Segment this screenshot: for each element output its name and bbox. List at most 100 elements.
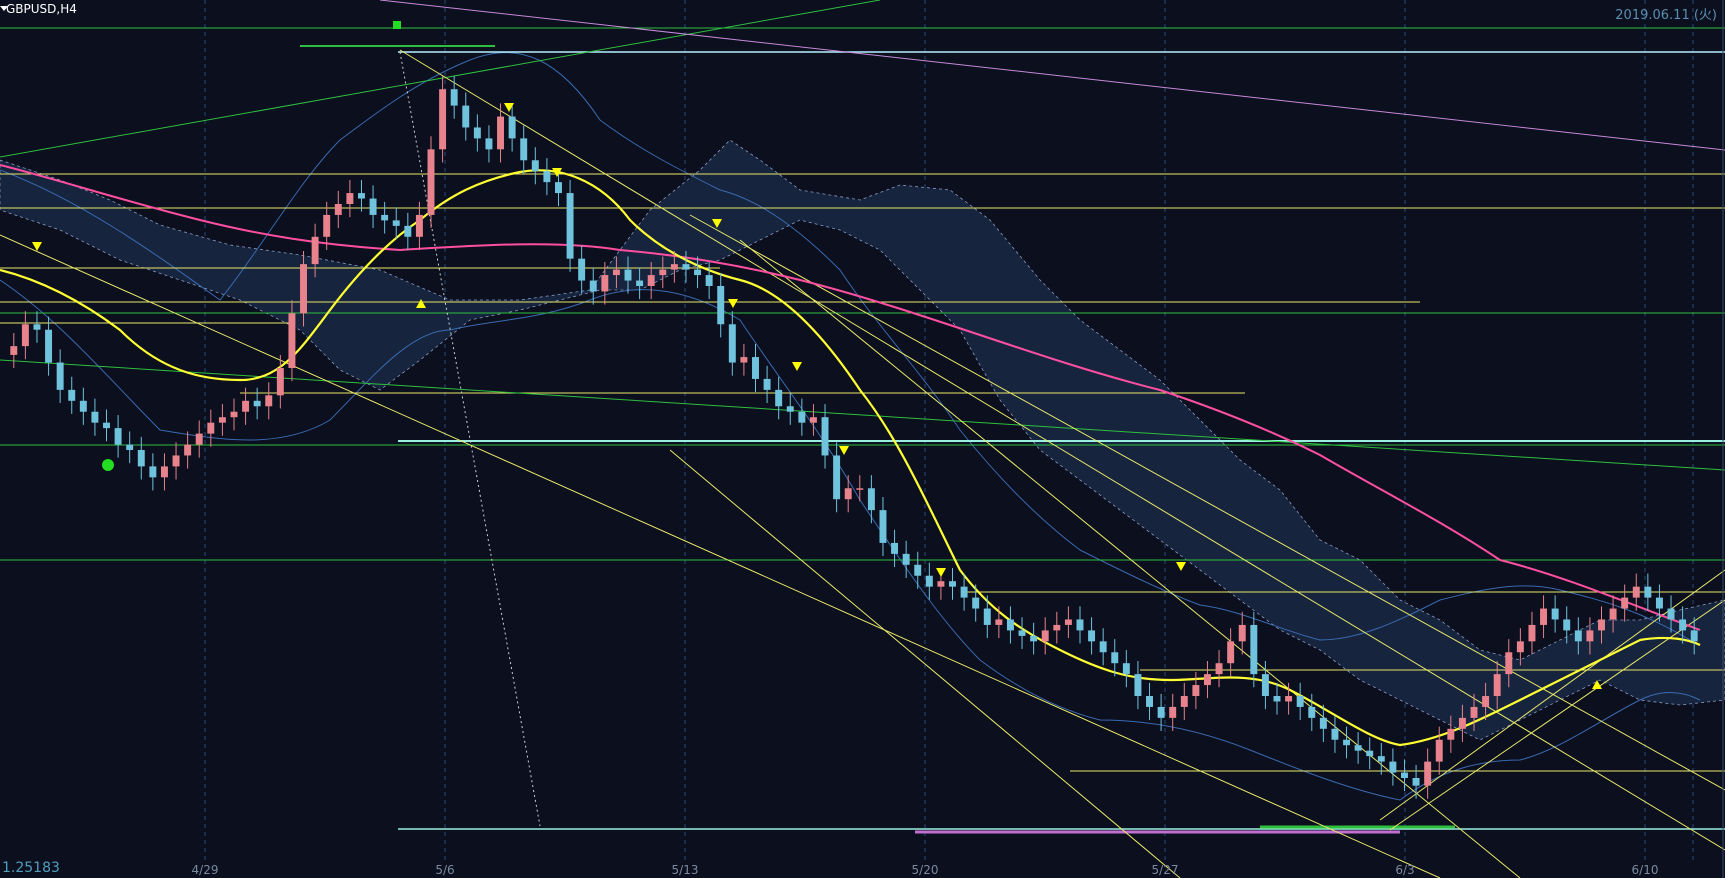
candle-up	[300, 264, 307, 314]
candle-up	[659, 269, 667, 276]
candle-down	[1667, 608, 1675, 620]
candle-down	[114, 428, 122, 445]
candle-up	[207, 422, 215, 434]
candle-up	[1053, 624, 1061, 631]
candle-up	[1505, 652, 1513, 675]
candle-down	[1319, 717, 1327, 729]
down-marker	[504, 103, 514, 112]
sma-long-line	[0, 164, 1701, 631]
candle-up	[323, 214, 331, 237]
candle-down	[149, 466, 157, 478]
symbol-label: GBPUSD,H4	[6, 2, 77, 16]
candle-up	[1238, 624, 1246, 642]
candle-up	[844, 488, 852, 500]
candle-up	[1447, 728, 1455, 740]
candle-up	[1540, 608, 1548, 625]
candle-down	[728, 324, 736, 363]
candle-down	[821, 417, 829, 456]
candle-up	[334, 204, 342, 215]
candle-up	[160, 466, 168, 478]
candle-down	[531, 160, 539, 172]
candle-up	[1470, 706, 1478, 718]
candle-down	[833, 455, 841, 500]
candle-up	[1516, 641, 1524, 653]
candle-down	[705, 275, 713, 286]
candle-up	[1285, 696, 1293, 702]
candle-down	[1030, 635, 1038, 642]
candle-down	[1377, 756, 1385, 762]
candle-down	[450, 89, 458, 106]
candle-down	[1296, 696, 1304, 707]
candle-up	[1482, 696, 1490, 707]
sma-short-line	[0, 169, 1701, 747]
candle-down	[1261, 674, 1269, 696]
candle-up	[1609, 608, 1617, 620]
candle-down	[1551, 608, 1559, 620]
candle-down	[1122, 663, 1130, 675]
candle-down	[1690, 630, 1698, 642]
candle-down	[1401, 772, 1408, 778]
candle-up	[1203, 674, 1211, 686]
candle-down	[578, 258, 586, 281]
candle-up	[346, 193, 354, 204]
dropdown-arrow-icon[interactable]	[0, 6, 8, 11]
candle-down	[636, 280, 644, 286]
candle-down	[786, 406, 794, 412]
candle-down	[404, 225, 412, 237]
candle-up	[1192, 685, 1200, 696]
candle-down	[1308, 706, 1316, 718]
candle-down	[589, 280, 597, 292]
candle-down	[1331, 728, 1339, 740]
candle-down	[1644, 586, 1652, 598]
down-marker	[1176, 562, 1186, 571]
candle-up	[1458, 717, 1466, 729]
candle-down	[1655, 597, 1663, 609]
x-tick-label: 5/27	[1151, 863, 1179, 877]
candle-down	[369, 198, 377, 215]
down-marker	[839, 446, 849, 455]
candle-down	[473, 127, 481, 139]
candle-down	[1679, 619, 1687, 631]
candle-down	[1563, 619, 1571, 631]
candle-up	[242, 400, 250, 412]
down-marker	[792, 362, 802, 371]
candle-up	[1598, 619, 1605, 631]
candle-down	[520, 138, 528, 161]
candle-down	[357, 193, 365, 199]
candle-up	[647, 275, 655, 286]
candle-down	[775, 389, 783, 407]
candle-down	[1157, 706, 1165, 718]
candle-down	[566, 193, 574, 259]
candle-up	[427, 149, 435, 215]
down-marker	[32, 242, 42, 251]
candle-down	[624, 269, 632, 281]
candle-down	[68, 389, 76, 401]
candle-up	[21, 324, 29, 347]
candle-down	[253, 400, 261, 407]
candle-up	[856, 488, 864, 490]
candle-down	[56, 362, 64, 390]
candle-up	[809, 417, 817, 423]
candle-down	[103, 422, 110, 429]
candle-down	[879, 510, 887, 543]
candle-down	[485, 138, 493, 150]
candle-up	[311, 236, 319, 265]
date-label: 2019.06.11 (火)	[1615, 8, 1717, 23]
candle-up	[218, 417, 226, 423]
x-tick-label: 6/3	[1395, 863, 1415, 877]
down-marker	[712, 219, 722, 228]
up-marker	[1592, 680, 1602, 689]
down-marker	[936, 568, 946, 577]
candle-down	[33, 324, 41, 330]
candle-up	[439, 89, 447, 150]
candle-up	[288, 313, 296, 368]
up-marker	[416, 299, 426, 308]
candle-up	[415, 214, 423, 237]
candle-down	[1146, 696, 1153, 707]
candle-up	[1435, 739, 1443, 762]
candle-down	[1412, 778, 1420, 786]
signal-markers	[32, 103, 1602, 689]
candle-down	[1574, 630, 1582, 642]
